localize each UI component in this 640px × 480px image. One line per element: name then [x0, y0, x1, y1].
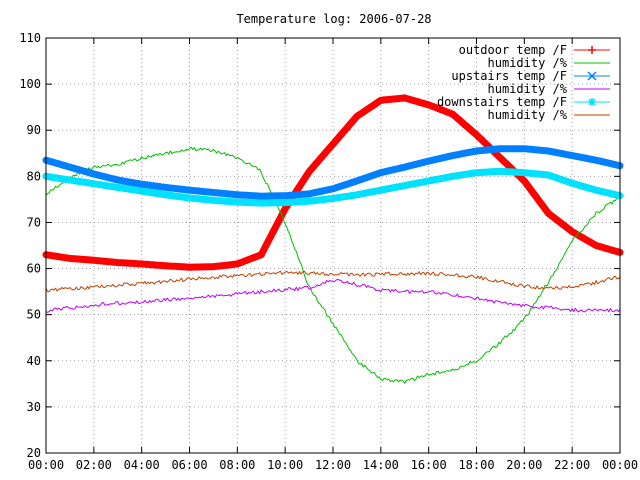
y-tick-label: 110	[19, 31, 41, 45]
legend-label: upstairs temp /F	[451, 69, 567, 83]
x-tick-label: 20:00	[506, 458, 542, 472]
y-tick-label: 70	[27, 215, 41, 229]
series-line	[45, 278, 621, 313]
legend-marker	[588, 98, 596, 106]
x-tick-label: 00:00	[28, 458, 64, 472]
x-tick-label: 08:00	[219, 458, 255, 472]
legend-label: humidity /%	[488, 82, 568, 96]
y-tick-label: 80	[27, 169, 41, 183]
legend-label: outdoor temp /F	[459, 43, 567, 57]
x-tick-label: 22:00	[554, 458, 590, 472]
legend-label: downstairs temp /F	[437, 95, 567, 109]
plot-border	[45, 37, 621, 454]
y-tick-label: 90	[27, 123, 41, 137]
x-tick-label: 10:00	[267, 458, 303, 472]
x-tick-label: 00:00	[602, 458, 638, 472]
x-tick-label: 18:00	[458, 458, 494, 472]
y-tick-label: 40	[27, 354, 41, 368]
chart-title: Temperature log: 2006-07-28	[236, 12, 431, 26]
series-lines	[42, 94, 624, 384]
y-tick-label: 50	[27, 308, 41, 322]
y-tick-label: 30	[27, 400, 41, 414]
x-tick-label: 16:00	[411, 458, 447, 472]
x-tick-label: 04:00	[124, 458, 160, 472]
x-tick-label: 14:00	[363, 458, 399, 472]
series-line	[45, 146, 621, 384]
x-tick-label: 06:00	[171, 458, 207, 472]
series-line	[45, 270, 621, 293]
y-tick-label: 100	[19, 77, 41, 91]
y-tick-label: 60	[27, 262, 41, 276]
legend-label: humidity /%	[488, 108, 568, 122]
x-axis: 00:00 02:00 04:00 06:00 08:00 10:00 12:00 14:00…	[28, 38, 638, 472]
x-tick-label: 12:00	[315, 458, 351, 472]
y-tick-label: 20	[27, 446, 41, 460]
x-tick-label: 02:00	[76, 458, 112, 472]
legend-marker	[588, 46, 596, 54]
legend-label: humidity /%	[488, 56, 568, 70]
legend-marker	[587, 71, 597, 81]
